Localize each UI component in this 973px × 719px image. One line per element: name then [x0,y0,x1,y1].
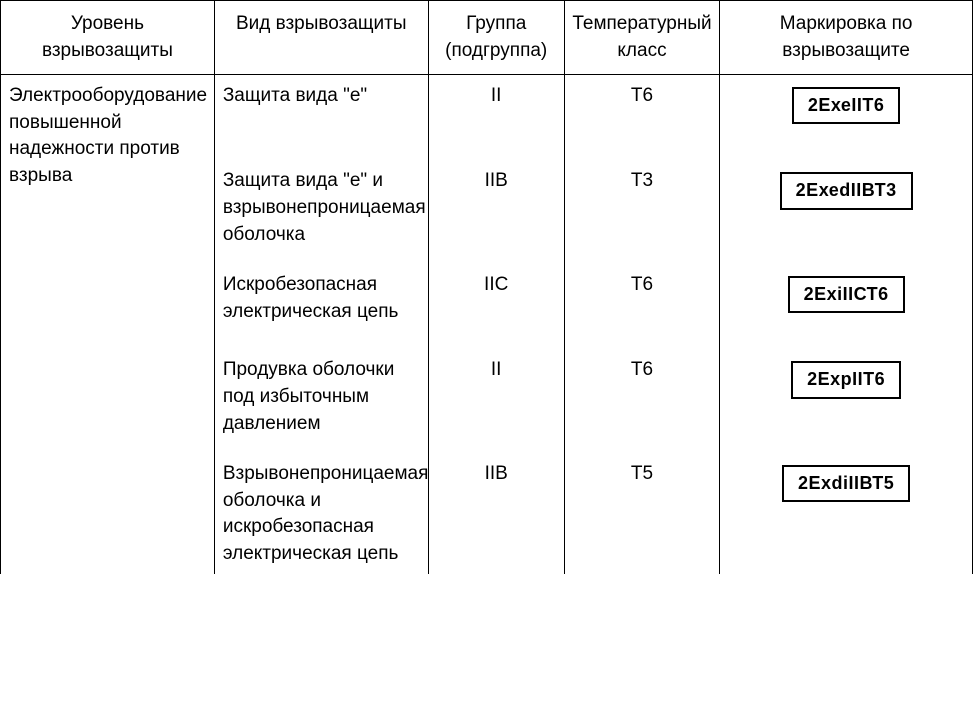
cell-mark: 2ЕхеdIIВТ3 [720,150,973,254]
table-header: Уровень взрывозащиты Вид взрывозащиты Гр… [1,1,973,75]
cell-mark: 2ЕхdiIIВТ5 [720,443,973,573]
col-header-mark: Маркировка по взрывозащите [720,1,973,75]
cell-group: IIВ [428,443,564,573]
col-header-type: Вид взрывозащиты [214,1,428,75]
cell-temp: Т5 [564,443,720,573]
explosion-protection-table: Уровень взрывозащиты Вид взрывозащиты Гр… [0,0,973,574]
cell-type: Искробезопасная электрическая цепь [214,254,428,339]
col-header-level: Уровень взрывозащиты [1,1,215,75]
marking-box: 2ЕхеdIIВТ3 [780,172,913,209]
table-body: Электрооборудование повышенной надежност… [1,75,973,574]
cell-temp: Т3 [564,150,720,254]
cell-type: Продувка оболочки под избыточным давлени… [214,339,428,443]
cell-mark: 2ЕхеIIТ6 [720,75,973,151]
marking-box: 2ЕхрIIТ6 [791,361,901,398]
cell-mark: 2ЕхiIIСТ6 [720,254,973,339]
cell-type: Взрывонепроницаемая оболочка и искробезо… [214,443,428,573]
cell-type: Защита вида "е" и взрывонепроницаемая об… [214,150,428,254]
cell-mark: 2ЕхрIIТ6 [720,339,973,443]
cell-temp: Т6 [564,75,720,151]
marking-box: 2ЕхdiIIВТ5 [782,465,910,502]
cell-group: IIС [428,254,564,339]
cell-group: IIВ [428,150,564,254]
table-row: Электрооборудование повышенной надежност… [1,75,973,151]
cell-group: II [428,75,564,151]
cell-temp: Т6 [564,254,720,339]
cell-group: II [428,339,564,443]
cell-temp: Т6 [564,339,720,443]
col-header-group: Группа (подгруппа) [428,1,564,75]
marking-box: 2ЕхiIIСТ6 [788,276,905,313]
cell-type: Защита вида "е" [214,75,428,151]
col-header-temp: Температурный класс [564,1,720,75]
marking-box: 2ЕхеIIТ6 [792,87,901,124]
cell-level: Электрооборудование повышенной надежност… [1,75,215,574]
table-header-row: Уровень взрывозащиты Вид взрывозащиты Гр… [1,1,973,75]
